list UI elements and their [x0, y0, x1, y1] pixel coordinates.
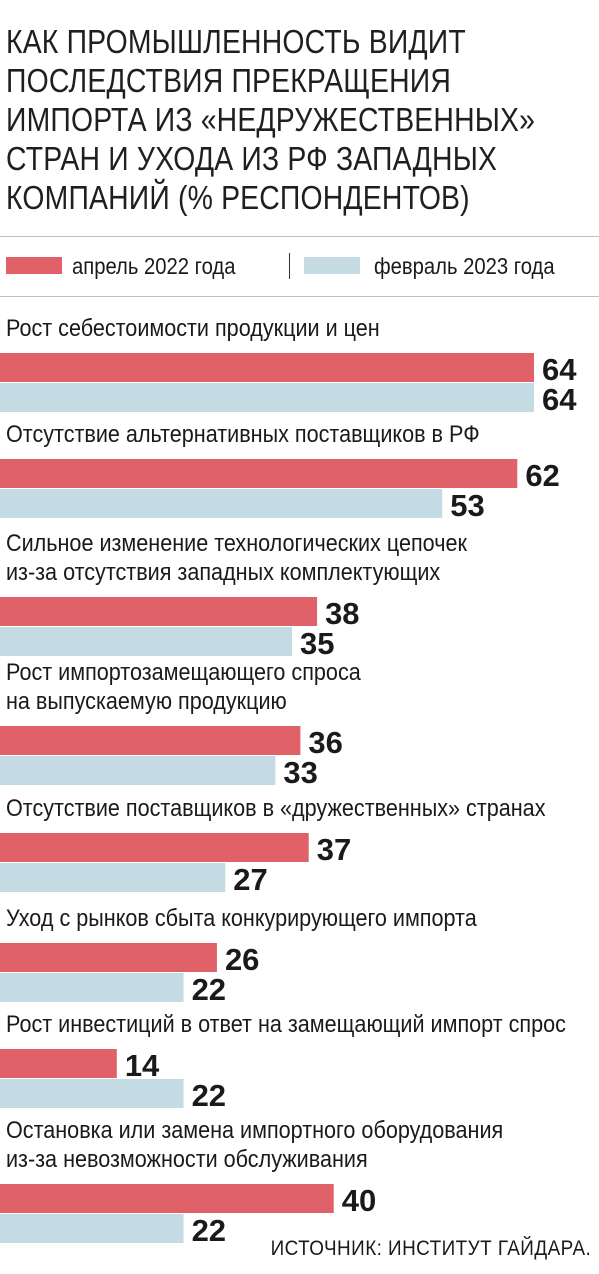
value-label: 40: [342, 1183, 376, 1218]
value-label: 27: [233, 862, 267, 897]
bar-april-2022: [0, 943, 217, 972]
category-label: Остановка или замена импортного оборудов…: [6, 1116, 503, 1143]
bar-feb-2023: [0, 1079, 184, 1108]
bar-april-2022: [0, 833, 309, 862]
category-label: Рост импортозамещающего спроса: [6, 658, 361, 685]
legend-separator: [289, 253, 290, 279]
value-label: 53: [450, 488, 484, 523]
value-label: 36: [308, 725, 342, 760]
value-label: 64: [542, 352, 577, 387]
value-label: 37: [317, 832, 351, 867]
value-label: 14: [125, 1048, 160, 1083]
legend-swatch-feb-2023: [304, 257, 360, 274]
source-note: ИСТОЧНИК: ИНСТИТУТ ГАЙДАРА.: [270, 1237, 591, 1260]
top-divider: [0, 236, 599, 237]
bar-feb-2023: [0, 973, 184, 1002]
value-label: 33: [283, 755, 317, 790]
value-label: 22: [192, 972, 226, 1007]
value-label: 62: [525, 458, 559, 493]
bar-feb-2023: [0, 627, 293, 656]
category-label: Рост инвестиций в ответ на замещающий им…: [6, 1010, 566, 1037]
bar-april-2022: [0, 353, 534, 382]
value-label: 38: [325, 596, 359, 631]
category-label: Уход с рынков сбыта конкурирующего импор…: [6, 904, 477, 931]
legend-label-april-2022: апрель 2022 года: [72, 253, 236, 279]
category-label: Отсутствие альтернативных поставщиков в …: [6, 420, 480, 447]
bar-feb-2023: [0, 863, 226, 892]
bar-feb-2023: [0, 489, 443, 518]
legend: апрель 2022 года февраль 2023 года: [0, 250, 599, 282]
value-label: 22: [192, 1213, 226, 1248]
bar-april-2022: [0, 1049, 117, 1078]
category-label: Рост себестоимости продукции и цен: [6, 314, 380, 341]
legend-swatch-april-2022: [6, 257, 62, 274]
category-label: на выпускаемую продукцию: [6, 687, 287, 714]
value-label: 22: [192, 1078, 226, 1113]
category-label: из-за отсутствия западных комплектующих: [6, 558, 441, 585]
bar-april-2022: [0, 597, 318, 626]
bar-april-2022: [0, 1184, 334, 1213]
bar-feb-2023: [0, 756, 276, 785]
bar-april-2022: [0, 459, 518, 488]
value-label: 26: [225, 942, 259, 977]
value-label: 35: [300, 626, 334, 661]
bar-feb-2023: [0, 383, 534, 412]
legend-label-feb-2023: февраль 2023 года: [374, 253, 555, 279]
legend-divider: [0, 296, 599, 297]
bar-april-2022: [0, 726, 301, 755]
value-label: 64: [542, 382, 577, 417]
category-label: из-за невозможности обслуживания: [6, 1145, 368, 1172]
chart-title: КАК ПРОМЫШЛЕННОСТЬ ВИДИТ ПОСЛЕДСТВИЯ ПРЕ…: [6, 23, 536, 216]
category-label: Сильное изменение технологических цепоче…: [6, 529, 468, 556]
bar-feb-2023: [0, 1214, 184, 1243]
category-label: Отсутствие поставщиков в «дружественных»…: [6, 794, 546, 821]
